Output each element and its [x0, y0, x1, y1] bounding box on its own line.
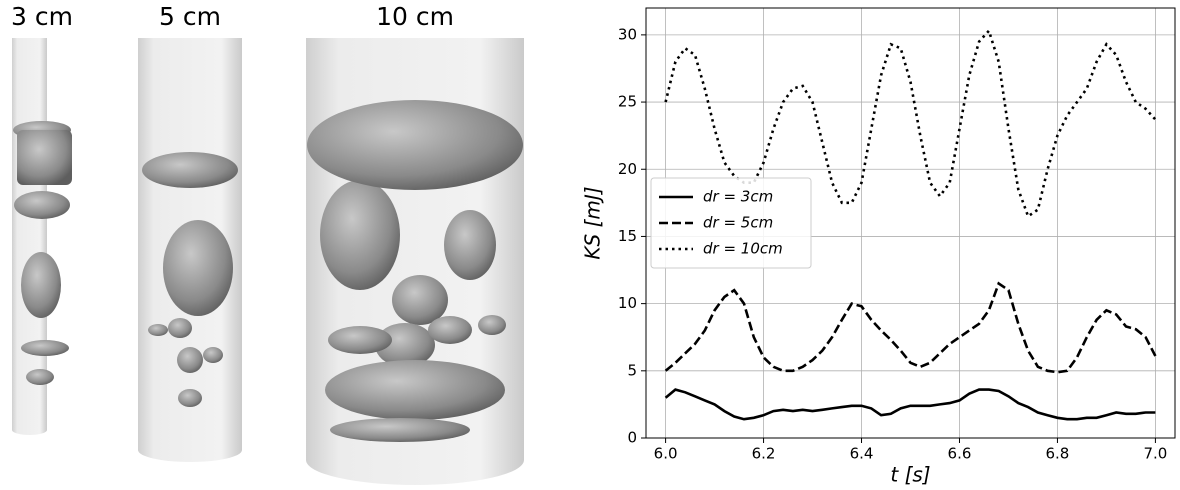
- x-tick-label: 6.2: [752, 445, 776, 463]
- render-panels: 3 cm 5 cm 10 cm: [11, 2, 524, 485]
- y-tick-label: 20: [618, 160, 637, 178]
- y-axis-label: KS [mJ]: [581, 186, 605, 259]
- panel-label: 5 cm: [159, 2, 221, 31]
- y-tick-label: 25: [618, 93, 637, 111]
- x-tick-label: 6.0: [654, 445, 678, 463]
- x-axis-label: t [s]: [890, 463, 930, 487]
- x-tick-label: 7.0: [1143, 445, 1167, 463]
- legend-label: dr = 5cm: [703, 214, 773, 232]
- y-tick-label: 0: [627, 429, 637, 447]
- y-tick-label: 10: [618, 294, 637, 312]
- panel-label: 3 cm: [11, 2, 73, 31]
- series-line: [666, 390, 1156, 420]
- series-line: [666, 284, 1156, 373]
- panel-label: 10 cm: [376, 2, 454, 31]
- figure: 3 cm 5 cm 10 cm 0 5 10 15 20 25 30 6.0 6.2 6.4 6.6…: [0, 0, 1180, 490]
- legend-label: dr = 10cm: [703, 240, 783, 258]
- x-tick-label: 6.6: [948, 445, 972, 463]
- x-tick-label: 6.4: [850, 445, 874, 463]
- y-tick-label: 15: [618, 227, 637, 245]
- y-tick-label: 30: [618, 25, 637, 43]
- y-tick-label: 5: [627, 361, 637, 379]
- x-tick-label: 6.8: [1046, 445, 1070, 463]
- legend-label: dr = 3cm: [703, 188, 773, 206]
